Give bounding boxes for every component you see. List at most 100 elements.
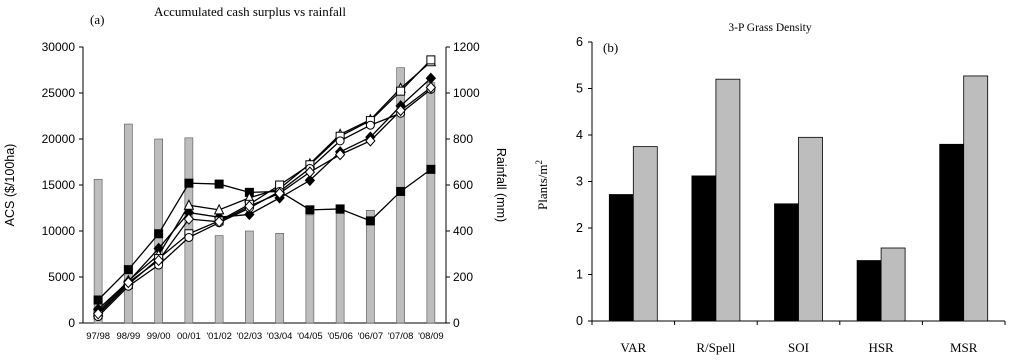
- panel-a-y2-tick-label: 1200: [453, 40, 480, 54]
- panel-b-y-axis-label: Plants/m2: [534, 160, 550, 210]
- panel-a-y-tick-label: 20000: [42, 132, 76, 146]
- panel-b-x-tick-label: VAR: [620, 340, 646, 355]
- panel-b-title: 3-P Grass Density: [728, 22, 812, 34]
- panel-a-marker-square: [123, 265, 133, 275]
- panel-b-label: (b): [603, 40, 618, 55]
- panel-b-bar-series-1: [715, 78, 741, 322]
- panel-a-rainfall-bar: [305, 214, 315, 324]
- panel-a-marker-diamond: [334, 148, 346, 161]
- panel-a-y2-tick-label: 200: [453, 270, 473, 284]
- panel-a-marker-circle: [184, 232, 194, 242]
- panel-a-x-tick-label: '01/02: [206, 331, 232, 342]
- panel-a-marker-diamond: [92, 308, 104, 320]
- panel-b-x-tick-label: R/Spell: [696, 340, 735, 355]
- panel-a-x-tick-label: '03/04: [267, 331, 293, 342]
- panel-b-bar-series-1: [880, 247, 906, 322]
- panel-a-marker-diamond: [244, 200, 255, 212]
- panel-a-marker-diamond: [153, 254, 164, 267]
- panel-a-rainfall-bar: [93, 178, 103, 324]
- panel-b-x-tick-label: HSR: [868, 340, 894, 355]
- panel-a-marker-diamond: [213, 216, 225, 228]
- panel-a-marker-triangle: [183, 199, 195, 210]
- panel-b-y-tick-label: 0: [576, 314, 583, 328]
- panel-a-acs-vs-rainfall: Accumulated cash surplus vs rainfall (a)…: [3, 4, 508, 342]
- panel-a-marker-square: [365, 216, 375, 226]
- panel-a-y-tick-label: 5000: [48, 270, 75, 284]
- panel-a-y2-tick-label: 600: [453, 178, 473, 192]
- panel-a-y-tick-label: 0: [68, 316, 75, 330]
- panel-b-bar-series-0: [608, 194, 634, 322]
- panel-a-x-tick-label: '02/03: [237, 331, 263, 342]
- panel-b-bar-series-0: [691, 175, 717, 322]
- panel-a-series-line-triangle-open: [97, 61, 432, 313]
- panel-b-bar-series-0: [856, 260, 882, 322]
- panel-b-bar-series-1: [632, 146, 658, 322]
- panel-a-marker-square: [426, 55, 436, 65]
- panel-a-x-tick-label: 97/98: [86, 331, 110, 342]
- panel-b-y-tick-label: 1: [576, 268, 583, 282]
- panel-a-marker-square: [396, 86, 406, 96]
- panel-b-y-tick-label: 2: [576, 221, 583, 235]
- panel-b-x-tick-label: SOI: [788, 340, 809, 355]
- panel-a-y-tick-label: 30000: [42, 40, 76, 54]
- panel-a-acs-series: [92, 55, 437, 322]
- panel-b-bar-series-1: [798, 136, 823, 322]
- panel-a-y2-axis-label: Rainfall (mm): [494, 148, 508, 222]
- panel-a-rainfall-bar: [214, 235, 224, 324]
- panel-a-label: (a): [90, 12, 104, 27]
- panel-a-marker-square: [305, 205, 315, 215]
- panel-a-marker-diamond: [183, 213, 195, 225]
- panel-a-y-tick-label: 15000: [42, 178, 76, 192]
- panel-a-marker-diamond: [123, 276, 134, 289]
- panel-a-series-line-circle-open: [97, 88, 432, 318]
- panel-a-marker-diamond: [425, 81, 437, 94]
- panel-a-ticks: 0 5000 10000 15000 20000 25000 30000 0 200 400 600…: [42, 40, 480, 342]
- panel-a-series-line-diamond-filled: [97, 77, 432, 310]
- panel-b-y-axis-label-sup: 2: [534, 160, 544, 165]
- panel-a-y2-tick-label: 0: [453, 316, 460, 330]
- panel-a-marker-diamond: [274, 187, 285, 200]
- panel-a-x-tick-label: 00/01: [177, 331, 201, 342]
- panel-a-marker-square: [335, 204, 345, 214]
- panel-a-marker-diamond: [395, 104, 406, 117]
- panel-a-rainfall-bar: [275, 233, 284, 324]
- panel-a-marker-square: [93, 295, 103, 305]
- panel-a-marker-diamond: [304, 174, 316, 187]
- panel-a-title: Accumulated cash surplus vs rainfall: [154, 4, 346, 19]
- panel-a-x-tick-label: '08/09: [418, 331, 444, 342]
- panel-a-rainfall-bar: [426, 82, 436, 324]
- panel-b-y-tick-label: 6: [576, 35, 583, 49]
- panel-b-ticks: 0 1 2 3 4 5 6 VAR R/Spell SOI HSR MSR: [576, 35, 1006, 355]
- panel-a-rainfall-bar: [124, 123, 133, 324]
- panel-a-marker-diamond: [304, 166, 316, 178]
- panel-a-marker-square: [154, 229, 164, 239]
- panel-a-series-line-square-filled: [97, 168, 432, 301]
- panel-a-series-line-square-open: [97, 59, 432, 316]
- panel-a-marker-square: [184, 178, 194, 188]
- panel-b-grass-density: 3-P Grass Density (b) Plants/m2 0123456V…: [534, 22, 1006, 355]
- panel-a-y2-tick-label: 400: [453, 224, 473, 238]
- panel-a-marker-square: [214, 179, 224, 189]
- panel-b-bar-series-1: [963, 75, 989, 322]
- panel-a-x-tick-label: '05/06: [327, 331, 353, 342]
- panel-a-marker-circle: [365, 120, 375, 130]
- panel-a-rainfall-bar: [335, 213, 345, 324]
- panel-b-y-tick-label: 4: [576, 128, 583, 142]
- panel-a-y-tick-label: 10000: [42, 224, 76, 238]
- panel-a-marker-triangle: [213, 203, 225, 215]
- panel-b-x-tick-label: MSR: [950, 340, 978, 355]
- panel-a-rainfall-bar: [245, 230, 254, 324]
- panel-b-y-tick-label: 5: [576, 82, 583, 96]
- panel-a-x-tick-label: '06/07: [358, 331, 384, 342]
- panel-a-series-line-diamond-open: [97, 86, 432, 315]
- panel-a-marker-square: [426, 164, 436, 174]
- panel-a-y2-tick-label: 1000: [453, 86, 480, 100]
- panel-a-x-tick-label: '07/08: [388, 331, 414, 342]
- panel-a-marker-diamond: [365, 135, 376, 147]
- panel-b-y-axis-label-text: Plants/m: [535, 164, 550, 210]
- panel-b-bars: [608, 75, 989, 322]
- panel-a-marker-circle: [335, 136, 345, 146]
- panel-a-x-tick-label: '04/05: [297, 331, 323, 342]
- panel-a-y-tick-label: 25000: [42, 86, 76, 100]
